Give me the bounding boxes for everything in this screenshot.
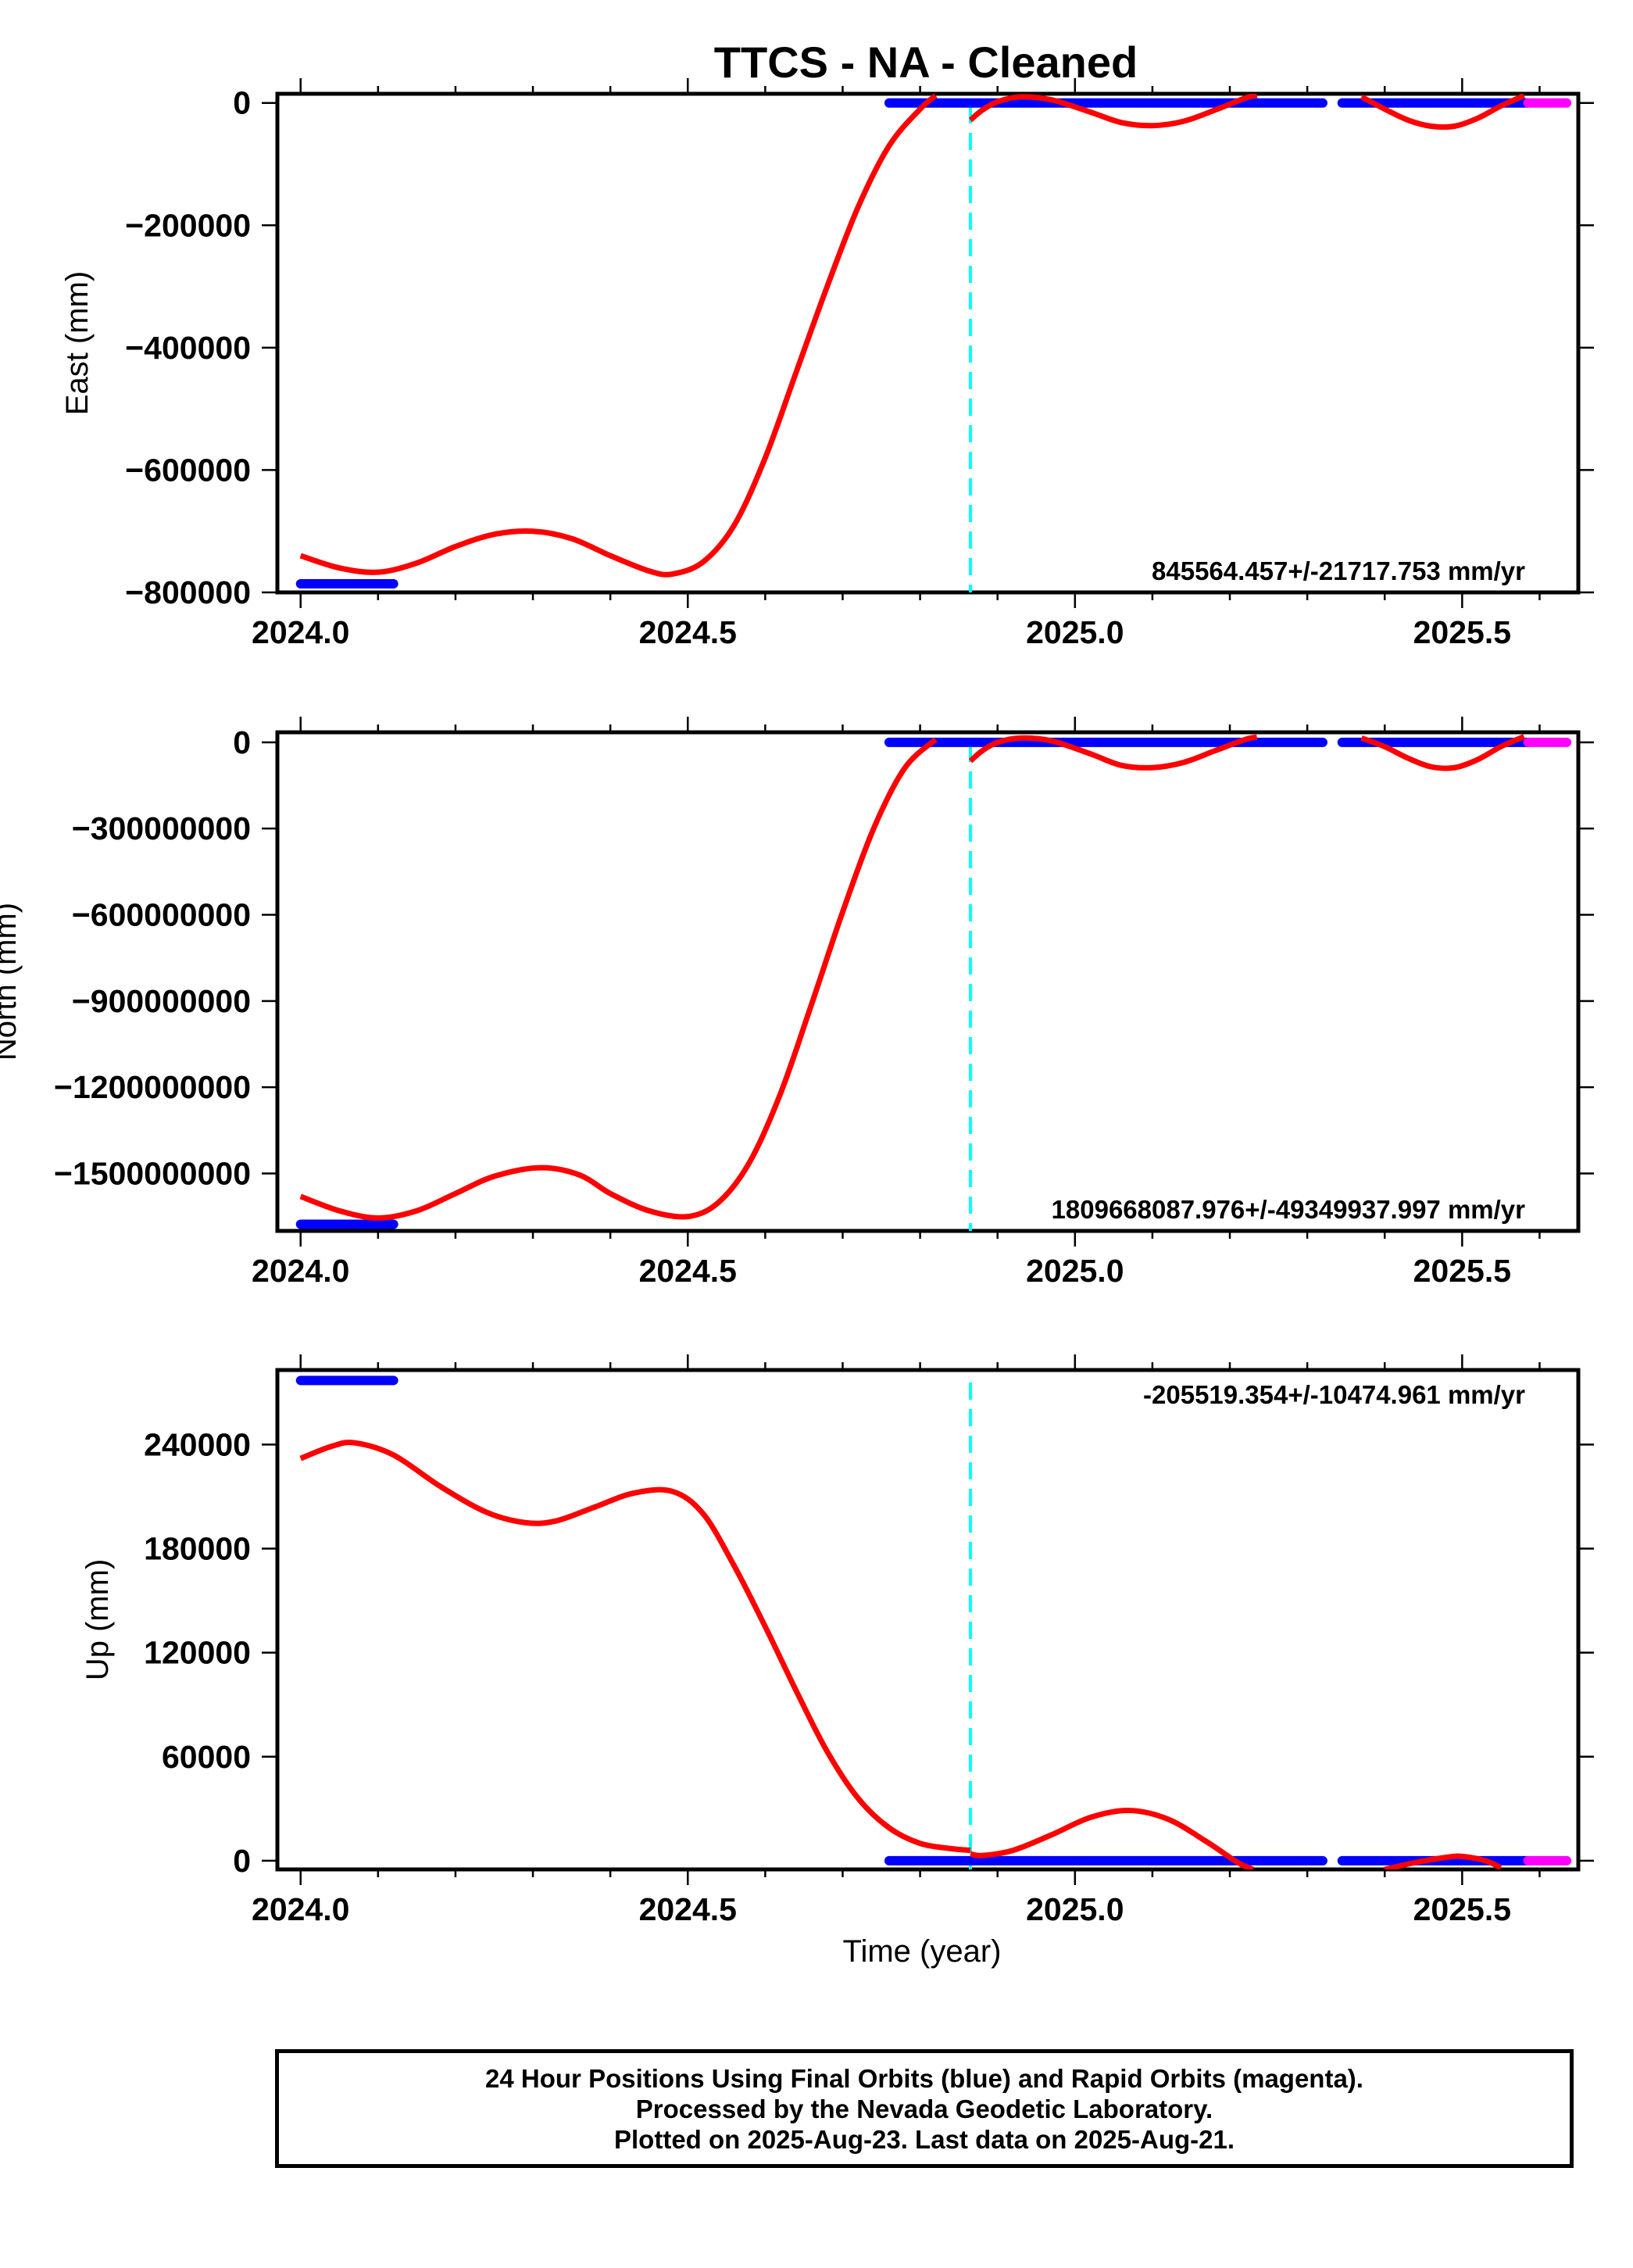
east-x-tick-label: 2024.5 [639,614,737,650]
east-x-tick-label: 2024.0 [252,614,349,650]
up-rate-label: -205519.354+/-10474.961 mm/yr [1143,1380,1525,1409]
east-x-tick-label: 2025.0 [1026,614,1124,650]
up-y-tick-label: 60000 [162,1739,251,1775]
up-y-axis-label: Up (mm) [80,1559,115,1681]
up-x-tick-label: 2024.0 [252,1891,349,1927]
east-panel: 2024.0 2024.5 2025.0 2025.5 0 −200000 −400000 −… [60,78,1594,650]
north-y-tick-label: 0 [233,724,251,760]
north-plot-frame [275,730,1581,1233]
north-model-fit-line [968,734,1258,771]
up-model-fit-line [970,1808,1255,1869]
up-model-fit-line [299,1440,971,1854]
east-x-tick-label: 2025.5 [1413,614,1511,650]
up-x-tick-label: 2025.0 [1026,1891,1124,1927]
north-y-tick-label: −1200000000 [54,1069,251,1105]
north-x-tick-label: 2025.5 [1413,1253,1511,1289]
up-y-tick-label: 120000 [144,1635,251,1671]
up-model-fit-line [1384,1853,1503,1869]
north-y-axis-label: North (mm) [0,903,23,1061]
north-x-tick-label: 2024.5 [639,1253,737,1289]
up-panel: 2024.0 2024.5 2025.0 2025.5 0 60000 120000 1800… [80,1354,1594,1927]
east-y-tick-label: 0 [233,85,251,121]
footer-line-3: Plotted on 2025-Aug-23. Last data on 202… [614,2124,1235,2154]
north-y-tick-label: −1500000000 [54,1155,251,1191]
east-plot-frame [275,91,1581,595]
up-plot-frame [275,1368,1581,1872]
up-y-tick-label: 180000 [144,1531,251,1567]
north-y-tick-label: −900000000 [72,983,251,1019]
up-x-tick-label: 2025.5 [1413,1891,1511,1927]
east-model-fit-line [1360,94,1526,131]
east-model-fit-line [299,94,938,578]
figure-title: TTCS - NA - Cleaned [714,38,1138,87]
east-model-fit-line [968,94,1258,129]
north-rate-label: 1809668087.976+/-49349937.997 mm/yr [1052,1195,1526,1224]
footer-box: 24 Hour Positions Using Final Orbits (bl… [275,2049,1574,2168]
east-y-tick-label: −400000 [125,330,251,366]
north-model-fit-line [1360,734,1526,771]
footer-line-2: Processed by the Nevada Geodetic Laborat… [635,2094,1213,2123]
up-y-tick-label: 0 [233,1843,251,1879]
x-axis-label: Time (year) [843,1934,1002,1969]
north-panel: 2024.0 2024.5 2025.0 2025.5 0 −300000000 −6000… [0,717,1594,1289]
north-x-tick-label: 2025.0 [1026,1253,1124,1289]
north-model-fit-line [299,737,938,1221]
east-y-tick-label: −200000 [125,207,251,243]
east-y-tick-label: −600000 [125,452,251,488]
up-x-tick-label: 2024.5 [639,1891,737,1927]
east-rate-label: 845564.457+/-21717.753 mm/yr [1152,556,1525,585]
footer-line-1: 24 Hour Positions Using Final Orbits (bl… [485,2063,1363,2093]
east-y-axis-label: East (mm) [60,271,95,415]
east-y-tick-label: −800000 [125,574,251,610]
north-x-tick-label: 2024.0 [252,1253,349,1289]
north-y-tick-label: −300000000 [72,810,251,846]
north-y-tick-label: −600000000 [72,897,251,933]
up-y-tick-label: 240000 [144,1426,251,1462]
